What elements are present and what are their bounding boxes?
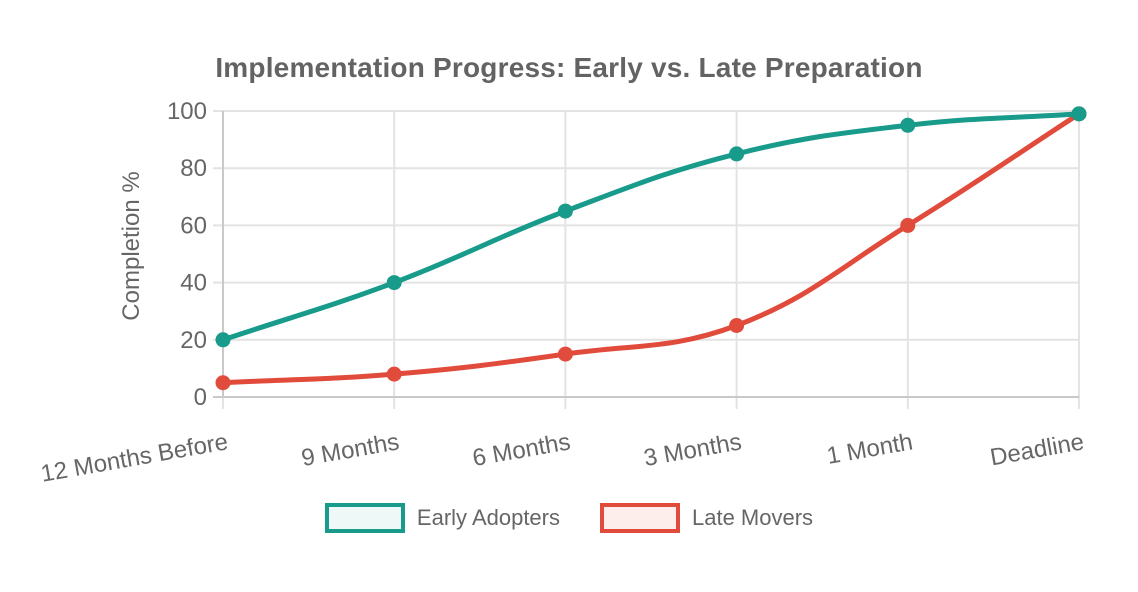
x-tick-label: 6 Months (471, 428, 573, 472)
legend-swatch (600, 503, 680, 533)
y-tick-label: 80 (180, 155, 207, 182)
legend-item-early-adopters[interactable]: Early Adopters (324, 503, 560, 533)
x-tick-label: 3 Months (642, 428, 744, 472)
data-point-early-adopters[interactable] (386, 275, 402, 291)
data-point-late-movers[interactable] (900, 217, 916, 233)
legend-swatch (324, 503, 405, 533)
x-tick-label: 1 Month (825, 428, 915, 470)
y-tick-label: 0 (194, 384, 207, 411)
data-point-late-movers[interactable] (557, 346, 573, 362)
data-point-early-adopters[interactable] (557, 203, 573, 219)
x-tick-label: 12 Months Before (39, 428, 230, 487)
data-point-early-adopters[interactable] (729, 146, 745, 162)
legend-item-late-movers[interactable]: Late Movers (600, 503, 813, 533)
y-tick-label: 20 (180, 327, 207, 354)
x-tick-label: Deadline (988, 428, 1086, 471)
data-point-late-movers[interactable] (729, 318, 745, 333)
chart-title: Implementation Progress: Early vs. Late … (215, 52, 923, 83)
legend-label: Late Movers (692, 505, 814, 530)
line-late-movers (220, 111, 1082, 386)
y-tick-label: 40 (180, 270, 207, 297)
data-point-early-adopters[interactable] (900, 117, 916, 133)
data-point-early-adopters[interactable] (215, 332, 231, 348)
data-point-late-movers[interactable] (386, 366, 402, 382)
line-early-adopters (220, 111, 1082, 343)
data-point-early-adopters[interactable] (1071, 106, 1087, 122)
x-tick-label: 9 Months (299, 428, 401, 472)
legend-label: Early Adopters (416, 505, 560, 530)
y-tick-label: 100 (167, 98, 207, 125)
y-tick-label: 60 (180, 212, 207, 239)
data-point-late-movers[interactable] (215, 375, 231, 391)
legend: Early Adopters Late Movers (0, 503, 1138, 533)
